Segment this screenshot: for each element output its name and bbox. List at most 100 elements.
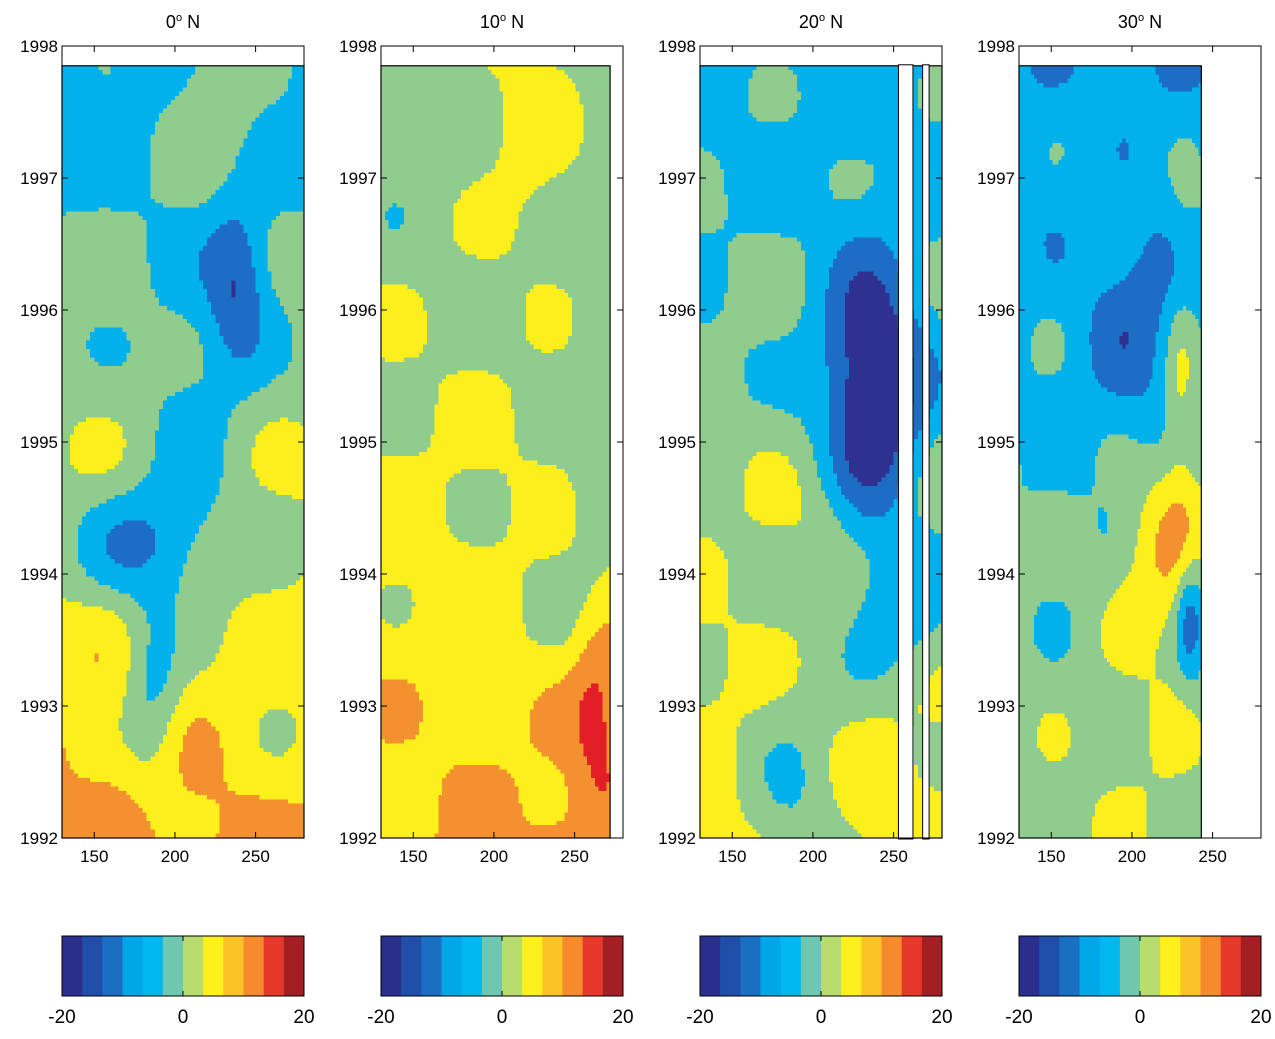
- x-tick-label: 200: [480, 847, 508, 866]
- y-tick-label: 1992: [20, 829, 58, 848]
- colorbar-segment: [421, 936, 442, 996]
- y-tick-label: 1997: [339, 169, 377, 188]
- y-tick-label: 1998: [977, 37, 1015, 56]
- colorbar-tick-label: -20: [48, 1007, 75, 1028]
- colorbar-segment: [381, 936, 402, 996]
- colorbar-tick-label: -20: [1005, 1007, 1032, 1028]
- panel-title: 20o N: [799, 12, 843, 32]
- colorbar: -20 0 20: [367, 936, 633, 1028]
- panel-title: 0o N: [166, 12, 200, 32]
- colorbar-segment: [781, 936, 802, 996]
- y-tick-label: 1994: [20, 565, 58, 584]
- colorbar-tick-label: 0: [178, 1007, 189, 1028]
- x-tick-label: 250: [1198, 847, 1226, 866]
- x-tick-label: 200: [799, 847, 827, 866]
- x-tick-label: 150: [399, 847, 427, 866]
- y-tick-label: 1994: [977, 565, 1015, 584]
- colorbar-tick-label: 0: [816, 1007, 827, 1028]
- colorbar-segment: [1160, 936, 1181, 996]
- colorbar-segment: [482, 936, 503, 996]
- colorbar-segment: [143, 936, 164, 996]
- colorbar-segment: [603, 936, 624, 996]
- colorbar-segment: [821, 936, 842, 996]
- colorbar-segment: [223, 936, 244, 996]
- colorbar-segment: [102, 936, 123, 996]
- colorbar-segment: [1221, 936, 1242, 996]
- colorbar-segment: [861, 936, 882, 996]
- colorbar-tick-label: -20: [686, 1007, 713, 1028]
- colorbar-segment: [183, 936, 204, 996]
- y-tick-label: 1997: [20, 169, 58, 188]
- missing-data-gap: [898, 65, 913, 839]
- y-tick-label: 1996: [339, 301, 377, 320]
- y-tick-label: 1995: [339, 433, 377, 452]
- colorbar-segment: [1180, 936, 1201, 996]
- y-tick-label: 1993: [20, 697, 58, 716]
- missing-data-gap: [923, 65, 929, 839]
- colorbar-segment: [264, 936, 285, 996]
- y-tick-label: 1993: [977, 697, 1015, 716]
- y-tick-label: 1998: [339, 37, 377, 56]
- colorbar-segment: [1059, 936, 1080, 996]
- y-tick-label: 1996: [977, 301, 1015, 320]
- y-tick-label: 1992: [339, 829, 377, 848]
- colorbar-segment: [244, 936, 265, 996]
- y-tick-label: 1994: [339, 565, 377, 584]
- y-tick-label: 1993: [339, 697, 377, 716]
- colorbar: -20 0 20: [686, 936, 952, 1028]
- colorbar-segment: [284, 936, 305, 996]
- y-tick-label: 1993: [658, 697, 696, 716]
- colorbar-segment: [82, 936, 103, 996]
- colorbar-segment: [1140, 936, 1161, 996]
- colorbar-segment: [761, 936, 782, 996]
- colorbar-tick-label: 0: [497, 1007, 508, 1028]
- colorbar-segment: [1019, 936, 1040, 996]
- colorbar-segment: [442, 936, 463, 996]
- colorbar-segment: [1120, 936, 1141, 996]
- colorbar-tick-label: 20: [931, 1007, 952, 1028]
- x-tick-label: 200: [161, 847, 189, 866]
- y-tick-label: 1996: [658, 301, 696, 320]
- x-tick-label: 150: [80, 847, 108, 866]
- colorbar-segment: [801, 936, 822, 996]
- colorbar-segment: [1039, 936, 1060, 996]
- colorbar-segment: [1241, 936, 1262, 996]
- colorbar-tick-label: 20: [1250, 1007, 1271, 1028]
- colorbar-segment: [902, 936, 923, 996]
- y-tick-label: 1992: [658, 829, 696, 848]
- panel-title: 30o N: [1118, 12, 1162, 32]
- colorbar-segment: [841, 936, 862, 996]
- y-tick-label: 1995: [977, 433, 1015, 452]
- y-tick-label: 1995: [658, 433, 696, 452]
- x-tick-label: 250: [879, 847, 907, 866]
- y-tick-label: 1994: [658, 565, 696, 584]
- x-tick-label: 250: [241, 847, 269, 866]
- y-tick-label: 1998: [658, 37, 696, 56]
- y-tick-label: 1996: [20, 301, 58, 320]
- colorbar-tick-label: 0: [1135, 1007, 1146, 1028]
- y-tick-label: 1995: [20, 433, 58, 452]
- colorbar-segment: [700, 936, 721, 996]
- colorbar-segment: [1080, 936, 1101, 996]
- colorbar: -20 0 20: [1005, 936, 1271, 1028]
- colorbar-segment: [62, 936, 83, 996]
- y-tick-label: 1997: [977, 169, 1015, 188]
- x-tick-label: 250: [560, 847, 588, 866]
- colorbar-segment: [163, 936, 184, 996]
- colorbar-segment: [401, 936, 422, 996]
- y-tick-label: 1997: [658, 169, 696, 188]
- colorbar-tick-label: 20: [612, 1007, 633, 1028]
- colorbar-segment: [203, 936, 224, 996]
- colorbar-segment: [542, 936, 563, 996]
- colorbar-segment: [462, 936, 483, 996]
- colorbar-segment: [720, 936, 741, 996]
- colorbar-tick-label: -20: [367, 1007, 394, 1028]
- contour-field: [381, 66, 611, 839]
- contour-field: [1019, 66, 1202, 839]
- colorbar-segment: [740, 936, 761, 996]
- x-tick-label: 200: [1118, 847, 1146, 866]
